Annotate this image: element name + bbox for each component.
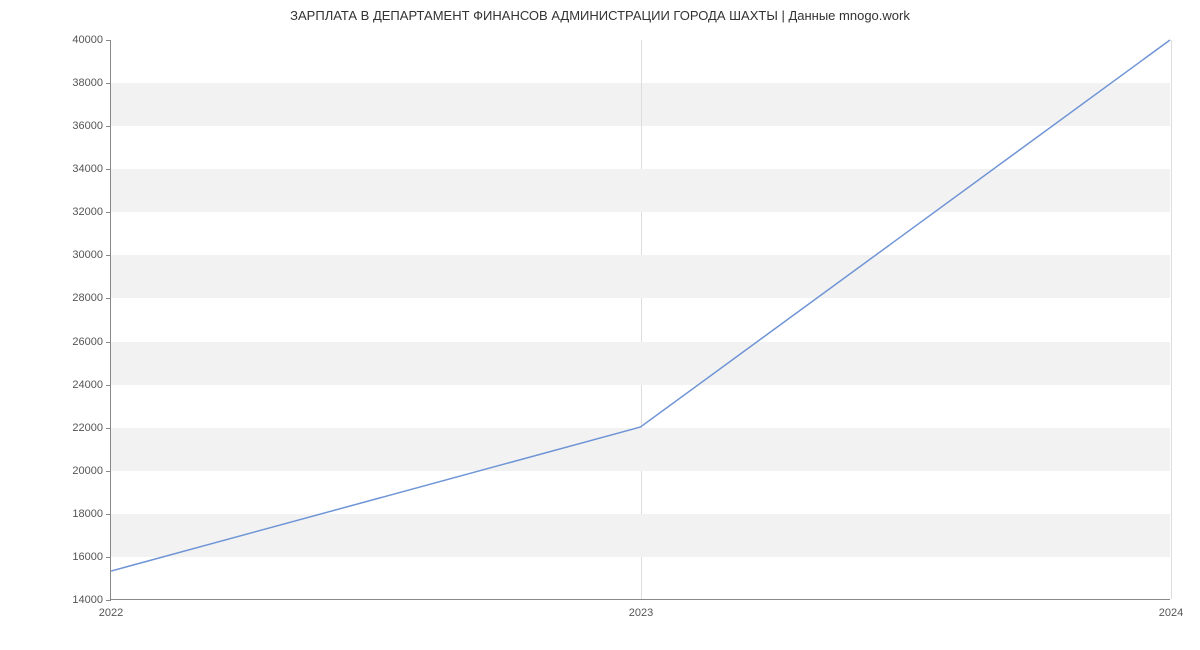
y-tick-mark xyxy=(106,471,111,472)
x-tick-label: 2024 xyxy=(1159,607,1183,619)
y-tick-mark xyxy=(106,255,111,256)
x-tick-label: 2022 xyxy=(99,607,123,619)
series-line xyxy=(111,40,1170,571)
y-tick-label: 18000 xyxy=(72,508,103,520)
y-tick-label: 30000 xyxy=(72,249,103,261)
line-series xyxy=(111,40,1170,599)
x-tick-label: 2023 xyxy=(629,607,653,619)
y-tick-label: 22000 xyxy=(72,422,103,434)
y-tick-label: 28000 xyxy=(72,292,103,304)
chart-title: ЗАРПЛАТА В ДЕПАРТАМЕНТ ФИНАНСОВ АДМИНИСТ… xyxy=(0,8,1200,23)
y-tick-mark xyxy=(106,385,111,386)
y-tick-mark xyxy=(106,83,111,84)
y-tick-label: 40000 xyxy=(72,34,103,46)
y-tick-mark xyxy=(106,557,111,558)
y-tick-label: 34000 xyxy=(72,163,103,175)
y-tick-label: 16000 xyxy=(72,551,103,563)
y-tick-label: 38000 xyxy=(72,77,103,89)
y-tick-label: 24000 xyxy=(72,379,103,391)
salary-line-chart: ЗАРПЛАТА В ДЕПАРТАМЕНТ ФИНАНСОВ АДМИНИСТ… xyxy=(0,0,1200,650)
y-tick-label: 26000 xyxy=(72,336,103,348)
y-tick-mark xyxy=(106,428,111,429)
y-tick-mark xyxy=(106,169,111,170)
y-tick-label: 14000 xyxy=(72,594,103,606)
y-tick-label: 20000 xyxy=(72,465,103,477)
y-tick-mark xyxy=(106,342,111,343)
y-tick-mark xyxy=(106,212,111,213)
plot-area: 1400016000180002000022000240002600028000… xyxy=(110,40,1170,600)
y-tick-mark xyxy=(106,126,111,127)
y-tick-mark xyxy=(106,514,111,515)
x-grid-line xyxy=(1171,40,1172,599)
y-tick-label: 36000 xyxy=(72,120,103,132)
y-tick-label: 32000 xyxy=(72,206,103,218)
y-tick-mark xyxy=(106,40,111,41)
y-tick-mark xyxy=(106,298,111,299)
y-tick-mark xyxy=(106,600,111,601)
